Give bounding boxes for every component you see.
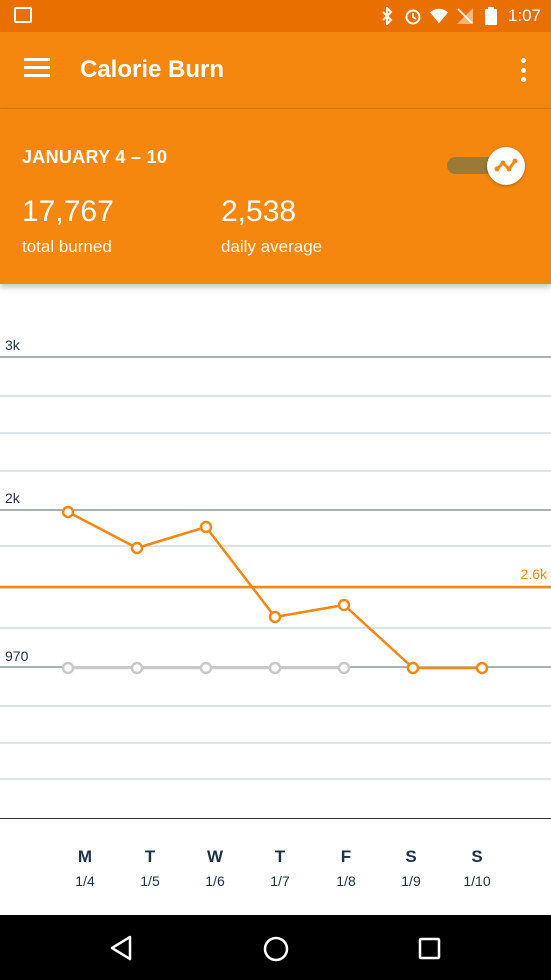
day-letter: F bbox=[340, 847, 352, 866]
menu-icon[interactable] bbox=[24, 58, 50, 80]
data-point bbox=[337, 661, 351, 675]
no-signal-icon bbox=[456, 7, 474, 25]
data-point bbox=[475, 661, 489, 675]
data-point bbox=[337, 598, 351, 612]
day-date: 1/8 bbox=[336, 873, 356, 889]
toggle-knob bbox=[487, 147, 525, 185]
clock-time: 1:07 bbox=[507, 6, 541, 25]
recents-icon[interactable] bbox=[418, 937, 442, 961]
total-burned-value: 17,767 bbox=[22, 195, 114, 228]
day-letter: S bbox=[471, 847, 483, 866]
series-line bbox=[67, 510, 482, 670]
data-point bbox=[61, 505, 75, 519]
data-point bbox=[130, 661, 144, 675]
x-tick-day: T 1/5 bbox=[125, 819, 175, 889]
x-tick-day: S 1/9 bbox=[386, 819, 436, 889]
data-point bbox=[406, 661, 420, 675]
data-point bbox=[61, 661, 75, 675]
x-tick-day: T 1/7 bbox=[255, 819, 305, 889]
summary-card: JANUARY 4 – 10 17,767 total burned 2,538… bbox=[0, 108, 551, 284]
status-bar: 1:07 bbox=[0, 0, 551, 32]
y-tick-label: 2k bbox=[5, 490, 21, 506]
day-date: 1/4 bbox=[75, 873, 95, 889]
average-label: 2.6k bbox=[521, 566, 548, 582]
daily-average-label: daily average bbox=[221, 237, 323, 256]
day-letter: M bbox=[77, 847, 93, 866]
y-tick-label: 970 bbox=[5, 648, 29, 664]
x-tick-day: M 1/4 bbox=[60, 819, 110, 889]
calorie-chart: 3k 2k 970 2.6k bbox=[0, 337, 551, 780]
bluetooth-icon bbox=[378, 7, 396, 25]
day-date: 1/9 bbox=[401, 873, 421, 889]
data-point bbox=[199, 520, 213, 534]
day-date: 1/5 bbox=[140, 873, 160, 889]
date-range: JANUARY 4 – 10 bbox=[22, 147, 168, 167]
y-tick-label: 3k bbox=[5, 337, 21, 353]
x-tick-day: W 1/6 bbox=[190, 819, 240, 889]
battery-icon bbox=[482, 7, 500, 25]
line-chart-icon bbox=[494, 158, 518, 172]
total-burned-label: total burned bbox=[22, 237, 112, 256]
more-options-icon[interactable] bbox=[521, 58, 527, 82]
home-icon[interactable] bbox=[262, 935, 290, 963]
day-letter: W bbox=[206, 847, 224, 866]
page-title: Calorie Burn bbox=[80, 56, 225, 83]
day-letter: T bbox=[144, 847, 156, 866]
day-date: 1/6 bbox=[205, 873, 225, 889]
wifi-icon bbox=[429, 7, 448, 25]
alarm-icon bbox=[404, 7, 422, 25]
daily-average-value: 2,538 bbox=[221, 195, 297, 228]
data-point bbox=[199, 661, 213, 675]
day-date: 1/10 bbox=[463, 873, 491, 889]
day-letter: T bbox=[274, 847, 286, 866]
x-tick-day: S 1/10 bbox=[452, 819, 502, 889]
data-point bbox=[268, 661, 282, 675]
data-point bbox=[268, 610, 282, 624]
image-icon bbox=[14, 7, 32, 23]
chart-view-toggle[interactable] bbox=[447, 147, 525, 185]
day-letter: S bbox=[405, 847, 417, 866]
status-icons: 1:07 bbox=[378, 6, 541, 26]
x-axis: M 1/4 T 1/5 W 1/6 T 1/7 F 1/8 S 1/9 S 1/10 bbox=[0, 818, 551, 916]
navigation-bar bbox=[0, 915, 551, 980]
data-point bbox=[130, 541, 144, 555]
app-bar: Calorie Burn bbox=[0, 32, 551, 108]
x-tick-day: F 1/8 bbox=[321, 819, 371, 889]
back-icon[interactable] bbox=[108, 935, 134, 961]
day-date: 1/7 bbox=[270, 873, 290, 889]
